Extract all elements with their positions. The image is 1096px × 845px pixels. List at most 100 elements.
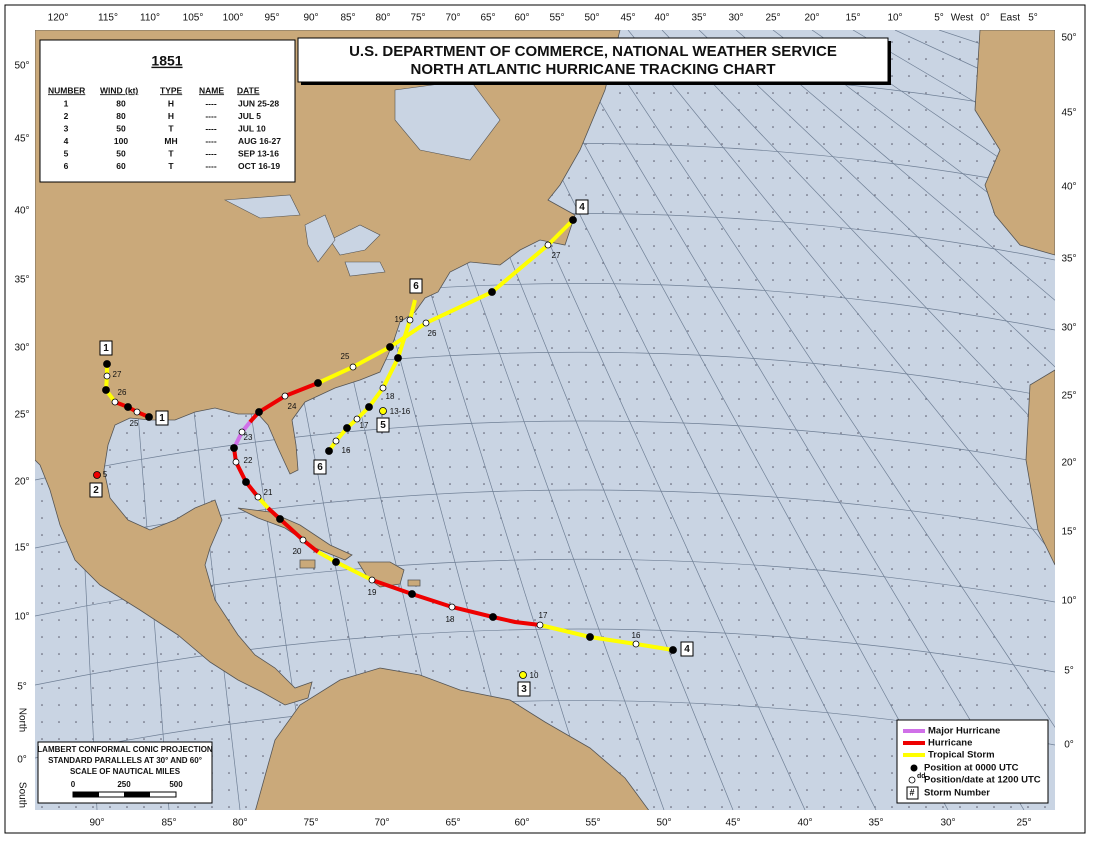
bottom-longitude-label: 25° bbox=[1016, 818, 1031, 829]
bottom-longitude-label: 85° bbox=[161, 818, 176, 829]
season-table: 1851 NUMBER WIND (kt) TYPE NAME DATE 1 80 H ----… bbox=[39, 39, 296, 183]
left-latitude-label: 5° bbox=[17, 682, 27, 693]
storm-date-label: 13-16 bbox=[390, 407, 411, 416]
title-line: NORTH ATLANTIC HURRICANE TRACKING CHART bbox=[411, 61, 776, 78]
table-cell: OCT 16-19 bbox=[238, 161, 280, 171]
storm-date-label: 17 bbox=[360, 421, 369, 430]
storm-number: 4 bbox=[684, 644, 690, 655]
top-longitude-label: 115° bbox=[98, 13, 118, 24]
scale-label: 250 bbox=[117, 780, 131, 789]
left-latitude-label: 35° bbox=[14, 275, 29, 286]
table-cell: 50 bbox=[116, 148, 126, 158]
table-header: DATE bbox=[237, 85, 260, 95]
right-latitude-label: 25° bbox=[1061, 391, 1076, 402]
bottom-longitude-label: 35° bbox=[868, 818, 883, 829]
storm-date-label: 26 bbox=[428, 329, 437, 338]
top-longitude-label: 30° bbox=[728, 13, 743, 24]
table-cell: JUN 25-28 bbox=[238, 98, 279, 108]
storm-date-label: 10 bbox=[530, 671, 539, 680]
left-latitude-label: 40° bbox=[14, 206, 29, 217]
top-longitude-label: 5° bbox=[1028, 13, 1038, 24]
land bbox=[35, 30, 1055, 810]
storm-number-box bbox=[680, 641, 694, 657]
legend-hash: # bbox=[909, 787, 914, 797]
table-cell: ---- bbox=[205, 123, 216, 133]
table-cell: 1 bbox=[64, 98, 69, 108]
storm-number-box bbox=[313, 459, 327, 475]
storm-date-label: 25 bbox=[341, 352, 350, 361]
table-cell: 5 bbox=[64, 148, 69, 158]
legend-item: Tropical Storm bbox=[928, 750, 995, 761]
left-latitude-label: 45° bbox=[14, 134, 29, 145]
storm-date-label: 20 bbox=[293, 547, 302, 556]
storm-date-label: 18 bbox=[446, 615, 455, 624]
storm-date-label: 22 bbox=[244, 456, 253, 465]
storm-date-label: 26 bbox=[118, 388, 127, 397]
storm-number: 6 bbox=[317, 462, 323, 473]
table-cell: JUL 5 bbox=[238, 111, 261, 121]
north-label: North bbox=[16, 708, 27, 732]
legend-dd: dd bbox=[917, 773, 926, 780]
right-latitude-label: 40° bbox=[1061, 182, 1076, 193]
bottom-longitude-label: 40° bbox=[797, 818, 812, 829]
bottom-longitude-label: 70° bbox=[374, 818, 389, 829]
left-latitude-label: 20° bbox=[14, 477, 29, 488]
scale-label: 500 bbox=[169, 780, 183, 789]
storm-number: 5 bbox=[380, 420, 386, 431]
storm-number-box bbox=[575, 199, 589, 215]
table-cell: 100 bbox=[114, 136, 128, 146]
table-cell: 80 bbox=[116, 98, 126, 108]
left-latitude-label: 50° bbox=[14, 61, 29, 72]
table-cell: JUL 10 bbox=[238, 123, 266, 133]
top-longitude-label: 25° bbox=[765, 13, 780, 24]
south-label: South bbox=[16, 782, 27, 808]
storm-date-label: 18 bbox=[386, 392, 395, 401]
storm-date-label: 19 bbox=[395, 315, 404, 324]
bottom-longitude-label: 75° bbox=[303, 818, 318, 829]
left-latitude-label: 10° bbox=[14, 612, 29, 623]
bottom-longitude-label: 55° bbox=[585, 818, 600, 829]
table-cell: SEP 13-16 bbox=[238, 148, 279, 158]
bottom-longitude-label: 65° bbox=[445, 818, 460, 829]
bottom-longitude-label: 45° bbox=[725, 818, 740, 829]
storm-number: 3 bbox=[521, 684, 527, 695]
table-cell: T bbox=[168, 148, 174, 158]
table-cell: ---- bbox=[205, 98, 216, 108]
table-cell: 6 bbox=[64, 161, 69, 171]
top-longitude-label: 95° bbox=[264, 13, 279, 24]
table-cell: ---- bbox=[205, 161, 216, 171]
top-longitude-label: 55° bbox=[549, 13, 564, 24]
storm-date-label: 24 bbox=[288, 402, 297, 411]
storm-number-box bbox=[89, 482, 103, 498]
scale-label: 0 bbox=[71, 780, 76, 789]
storm-date-label: 27 bbox=[113, 370, 122, 379]
table-header: NAME bbox=[199, 85, 224, 95]
storm-number: 1 bbox=[103, 343, 109, 354]
season-year: 1851 bbox=[151, 53, 182, 69]
table-header: NUMBER bbox=[48, 85, 85, 95]
projection-box: LAMBERT CONFORMAL CONIC PROJECTION STAND… bbox=[37, 741, 213, 804]
title-box: U.S. DEPARTMENT OF COMMERCE, NATIONAL WE… bbox=[297, 37, 891, 85]
storm-number-box bbox=[376, 417, 390, 433]
right-latitude-label: 5° bbox=[1064, 666, 1074, 677]
left-latitude-label: 25° bbox=[14, 410, 29, 421]
storm-number: 1 bbox=[159, 413, 165, 424]
right-latitude-label: 50° bbox=[1061, 33, 1076, 44]
legend-item: Position/date at 1200 UTC bbox=[924, 775, 1041, 786]
table-cell: 60 bbox=[116, 161, 126, 171]
table-cell: H bbox=[168, 98, 174, 108]
right-latitude-label: 10° bbox=[1061, 596, 1076, 607]
bottom-longitude-label: 50° bbox=[656, 818, 671, 829]
table-cell: T bbox=[168, 123, 174, 133]
left-latitude-label: 30° bbox=[14, 343, 29, 354]
storm-number: 2 bbox=[93, 485, 99, 496]
right-latitude-label: 20° bbox=[1061, 458, 1076, 469]
top-longitude-label: 85° bbox=[340, 13, 355, 24]
top-longitude-label: 70° bbox=[445, 13, 460, 24]
storm-date-label: 5 bbox=[103, 470, 108, 479]
right-latitude-label: 0° bbox=[1064, 740, 1074, 751]
top-longitude-label: East bbox=[1000, 13, 1020, 24]
storm-date-label: 23 bbox=[244, 433, 253, 442]
